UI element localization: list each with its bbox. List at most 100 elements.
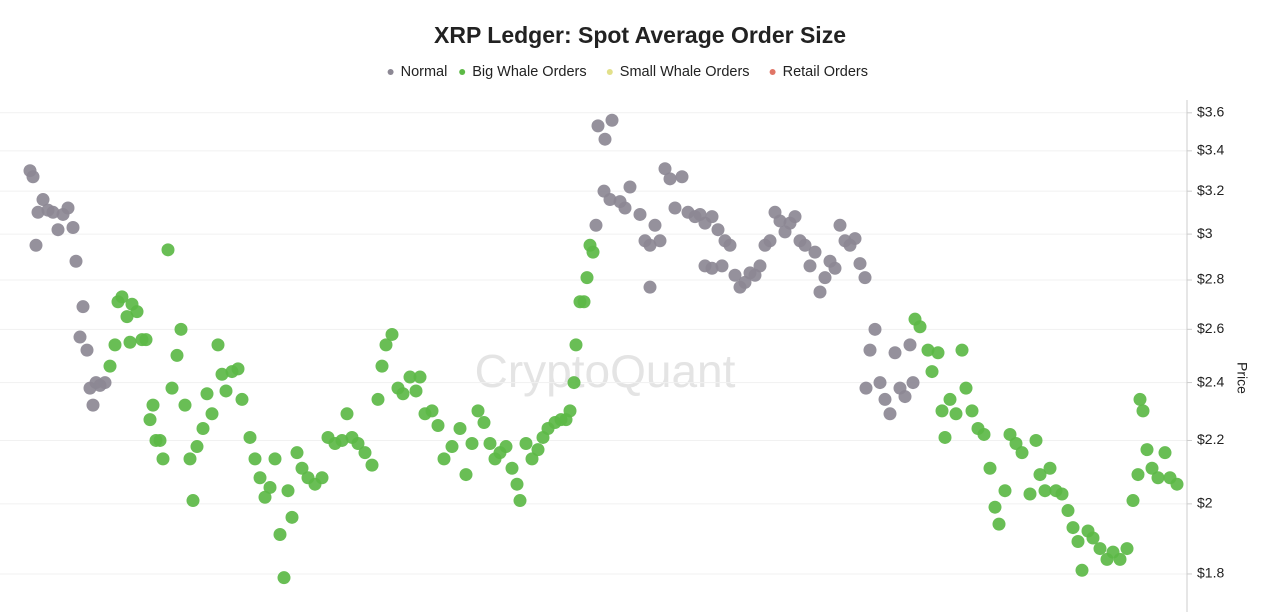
point [567, 376, 581, 390]
point [935, 404, 949, 418]
point [723, 238, 737, 252]
point [898, 390, 912, 404]
point [425, 404, 439, 418]
point [108, 338, 122, 352]
point [1043, 461, 1057, 475]
point [51, 223, 65, 237]
point [788, 210, 802, 224]
point [86, 398, 100, 412]
y-tick-label: $2.8 [1197, 271, 1224, 287]
point [143, 413, 157, 427]
point [437, 452, 451, 466]
point [315, 471, 329, 485]
legend-label: Small Whale Orders [620, 64, 750, 80]
point [883, 407, 897, 421]
point [715, 259, 729, 273]
point [139, 333, 153, 347]
point [1066, 521, 1080, 535]
point [215, 367, 229, 381]
point [643, 280, 657, 294]
point [351, 436, 365, 450]
point [580, 271, 594, 285]
point [26, 170, 40, 184]
point [863, 343, 877, 357]
point [1009, 436, 1023, 450]
point [248, 452, 262, 466]
point [643, 238, 657, 252]
y-tick-label: $2 [1197, 495, 1213, 511]
point [477, 416, 491, 430]
point [888, 346, 902, 360]
point [453, 421, 467, 435]
y-tick-label: $3.2 [1197, 182, 1224, 198]
point [253, 471, 267, 485]
point [1061, 504, 1075, 518]
point [586, 245, 600, 259]
point [268, 452, 282, 466]
point [813, 285, 827, 299]
y-tick-label: $2.2 [1197, 431, 1224, 447]
point [1170, 477, 1184, 491]
point [1015, 446, 1029, 460]
point [66, 220, 80, 234]
point [365, 458, 379, 472]
point [1136, 404, 1150, 418]
point [385, 327, 399, 341]
point [1140, 443, 1154, 457]
point [80, 343, 94, 357]
point [658, 162, 672, 176]
y-tick-label: $3 [1197, 225, 1213, 241]
point [371, 392, 385, 406]
point [653, 234, 667, 248]
point [358, 446, 372, 460]
point [913, 320, 927, 334]
point [1071, 535, 1085, 549]
point [711, 223, 725, 237]
point [833, 218, 847, 232]
point [170, 348, 184, 362]
legend-marker [606, 69, 613, 75]
point [977, 427, 991, 441]
point [499, 440, 513, 454]
point [505, 461, 519, 475]
point [603, 193, 617, 207]
point [153, 433, 167, 447]
y-tick-label: $3.4 [1197, 142, 1224, 158]
point [130, 305, 144, 319]
legend-label: Normal [401, 64, 448, 80]
point [205, 407, 219, 421]
point [618, 201, 632, 215]
point [219, 384, 233, 398]
point [959, 381, 973, 395]
point [938, 430, 952, 444]
point [858, 271, 872, 285]
point [36, 193, 50, 207]
point [705, 210, 719, 224]
point [258, 490, 272, 504]
point [648, 218, 662, 232]
point [459, 468, 473, 482]
point [115, 290, 129, 304]
point [190, 440, 204, 454]
point [340, 407, 354, 421]
point [598, 132, 612, 146]
y-axis-title: Price [1234, 362, 1250, 394]
point [29, 238, 43, 252]
point [273, 528, 287, 542]
point [513, 494, 527, 508]
point [983, 461, 997, 475]
point [178, 398, 192, 412]
point [998, 484, 1012, 498]
point [965, 404, 979, 418]
point [263, 480, 277, 494]
legend-marker [769, 69, 776, 75]
y-tick-label: $1.8 [1197, 565, 1224, 581]
legend-label: Retail Orders [783, 64, 868, 80]
point [663, 172, 677, 186]
point [375, 359, 389, 373]
point [623, 180, 637, 194]
point [675, 170, 689, 184]
point [465, 436, 479, 450]
